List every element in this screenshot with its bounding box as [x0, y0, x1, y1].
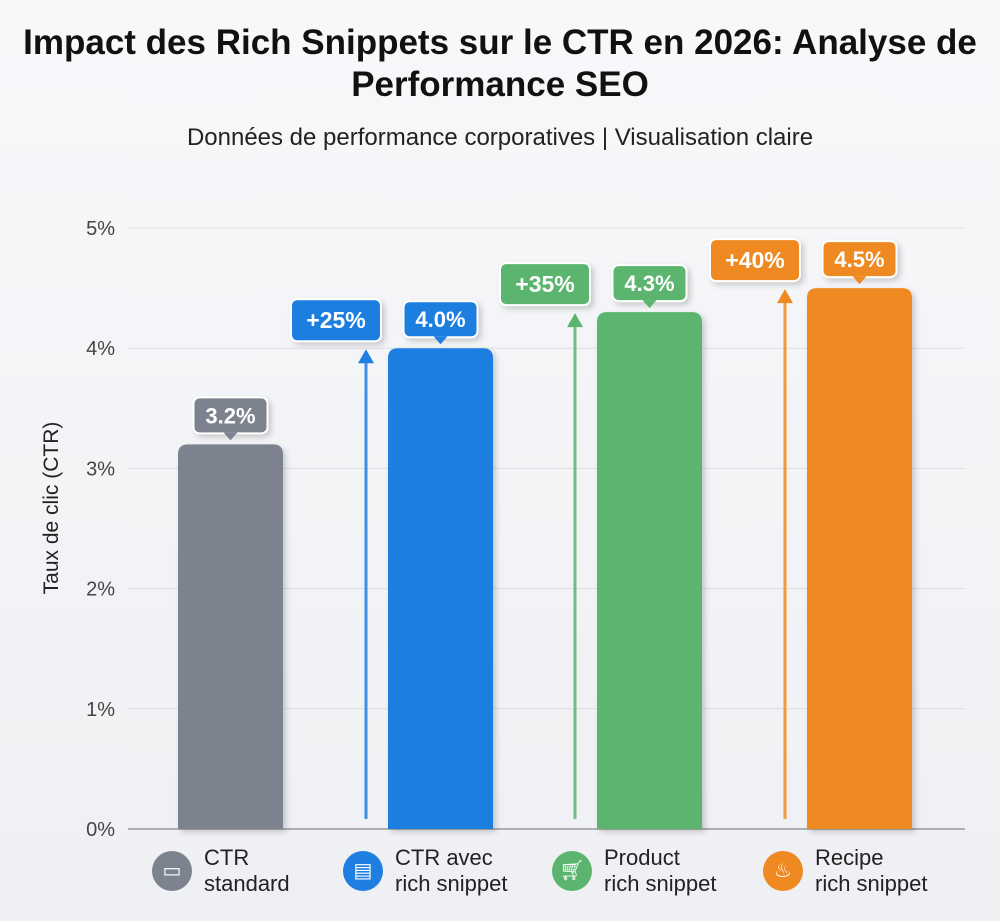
- legend-item-product: 🛒︎ Product rich snippet: [552, 845, 717, 897]
- data-label: 4.0%: [415, 307, 465, 332]
- uplift-label: +35%: [515, 271, 574, 297]
- bar: [178, 444, 283, 829]
- chart-title: Impact des Rich Snippets sur le CTR en 2…: [23, 23, 977, 104]
- y-tick-label: 0%: [86, 819, 115, 841]
- y-tick-label: 3%: [86, 458, 115, 480]
- uplift-label-box: [709, 238, 801, 283]
- uplift-label: +25%: [306, 307, 365, 333]
- y-tick-label: 4%: [86, 338, 115, 360]
- y-tick-label: 2%: [86, 579, 115, 601]
- legend-item-recipe: ♨ Recipe rich snippet: [763, 845, 928, 897]
- data-label: 4.3%: [624, 271, 674, 296]
- uplift-label-box: [290, 298, 382, 343]
- data-label: 4.5%: [834, 247, 884, 272]
- cooking-pot-icon: ♨: [763, 851, 803, 891]
- bar: [807, 288, 912, 830]
- bar: [388, 348, 493, 829]
- data-label: 3.2%: [205, 403, 255, 428]
- y-tick-label: 1%: [86, 699, 115, 721]
- uplift-arrow-head: [777, 289, 793, 304]
- uplift-arrow-head: [358, 349, 374, 364]
- y-axis-label: Taux de clic (CTR): [40, 422, 63, 595]
- legend-label: rich snippet: [395, 871, 508, 896]
- legend-item-rich-snippet: ▤ CTR avec rich snippet: [343, 845, 508, 897]
- legend-item-standard: ▭ CTR standard: [152, 845, 290, 897]
- legend-label: Product: [604, 845, 680, 870]
- bar: [597, 312, 702, 829]
- shopping-cart-icon: 🛒︎: [552, 851, 592, 891]
- uplift-label-box: [499, 262, 591, 307]
- legend-label: rich snippet: [604, 871, 717, 896]
- data-label-pointer: [223, 432, 238, 441]
- uplift-arrow-head: [567, 313, 583, 328]
- legend-label: rich snippet: [815, 871, 928, 896]
- rich-result-page-icon: ▤: [343, 851, 383, 891]
- legend-label: CTR: [204, 845, 250, 870]
- browser-cursor-icon: ▭: [152, 851, 192, 891]
- legend-label: standard: [204, 871, 290, 896]
- uplift-label: +40%: [725, 247, 784, 273]
- data-label-pointer: [642, 300, 657, 309]
- data-label-pointer: [433, 336, 448, 345]
- legend-label: CTR avec: [395, 845, 493, 870]
- data-label-pointer: [852, 276, 867, 285]
- chart-subtitle: Données de performance corporatives | Vi…: [186, 124, 814, 151]
- legend-label: Recipe: [815, 845, 884, 870]
- y-tick-label: 5%: [86, 218, 115, 240]
